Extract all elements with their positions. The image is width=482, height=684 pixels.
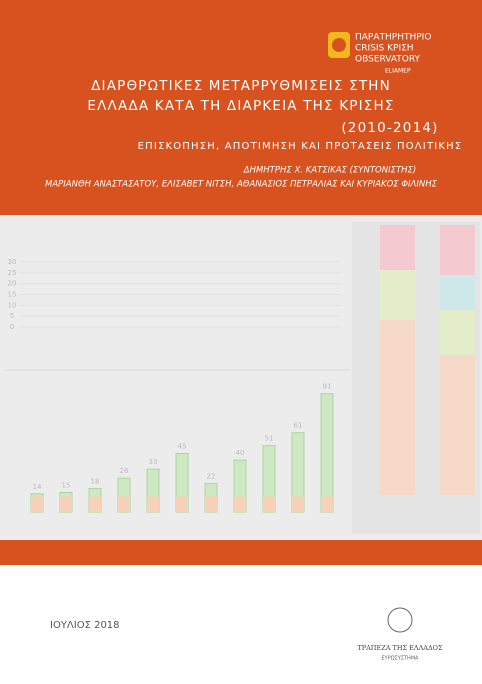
date: ΙΟΥΛΙΟΣ 2018 — [50, 620, 120, 631]
stack-seg — [440, 310, 475, 355]
bank-emblem — [387, 607, 413, 633]
axis-label: 25 — [8, 269, 17, 277]
logo-line: ΠΑΡΑΤΗΡΗΤΗΡΙΟ — [355, 33, 431, 43]
axis-label: 30 — [8, 258, 17, 266]
logo-icon-hole — [332, 38, 346, 52]
logo-line: OBSERVATORY — [355, 55, 421, 65]
bar-total: 91 — [323, 383, 332, 391]
bar-total: 40 — [236, 449, 245, 457]
title-line: (2010-2014) — [341, 120, 438, 136]
bar-total: 26 — [120, 467, 129, 475]
stack-seg — [440, 355, 475, 495]
publisher: ΤΡΑΠΕΖΑ ΤΗΣ ΕΛΛΑΔΟΣ — [357, 644, 443, 652]
title-line: ΔΙΑΡΘΡΩΤΙΚΕΣ ΜΕΤΑΡΡΥΘΜΙΣΕΙΣ ΣΤΗΝ — [91, 78, 391, 94]
stack-seg — [380, 225, 415, 270]
logo-partner: ELIAMEP — [385, 68, 411, 75]
axis-label: 10 — [8, 301, 17, 309]
bar-base — [176, 496, 188, 512]
bar-base — [321, 496, 333, 512]
bar-base — [205, 496, 217, 512]
bar-base — [60, 496, 72, 512]
bar-total: 51 — [265, 435, 274, 443]
publisher-sub: ΕΥΡΩΣΥΣΤΗΜΑ — [382, 656, 420, 662]
axis-label: 5 — [10, 312, 14, 320]
bar-total: 15 — [62, 482, 71, 490]
subtitle: ΕΠΙΣΚΟΠΗΣΗ, ΑΠΟΤΙΜΗΣΗ ΚΑΙ ΠΡΟΤΑΣΕΙΣ ΠΟΛΙ… — [138, 141, 463, 152]
author-line: ΔΗΜΗΤΡΗΣ Χ. ΚΑΤΣΙΚΑΣ (ΣΥΝΤΟΝΙΣΤΗΣ) — [243, 166, 417, 176]
bar — [320, 393, 334, 513]
bar-total: 22 — [207, 472, 216, 480]
title-line: ΕΛΛΑΔΑ ΚΑΤΑ ΤΗ ΔΙΑΡΚΕΙΑ ΤΗΣ ΚΡΙΣΗΣ — [87, 98, 394, 114]
bar-base — [292, 496, 304, 512]
bar-base — [147, 496, 159, 512]
stack-seg — [440, 275, 475, 310]
bar-base — [234, 496, 246, 512]
bar-total: 18 — [91, 478, 100, 486]
bar-total: 45 — [178, 443, 187, 451]
logo: ΠΑΡΑΤΗΡΗΤΗΡΙΟ CRISIS ΚΡΙΣΗ OBSERVATORY E… — [328, 32, 431, 75]
bar-base — [31, 496, 43, 512]
stack-seg — [380, 320, 415, 495]
bar-base — [118, 496, 130, 512]
axis-label: 20 — [8, 280, 17, 288]
bar-base — [89, 496, 101, 512]
bar-total: 33 — [149, 458, 158, 466]
bar-total: 61 — [294, 422, 303, 430]
logo-line: CRISIS ΚΡΙΣΗ — [355, 44, 414, 54]
bar-base — [263, 496, 275, 512]
author-line: ΜΑΡΙΑΝΘΗ ΑΝΑΣΤΑΣΑΤΟΥ, ΕΛΙΣΑΒΕΤ ΝΙΤΣΗ, ΑΘ… — [45, 180, 438, 190]
bar-total: 14 — [33, 483, 42, 491]
axis-label: 15 — [8, 291, 17, 299]
stack-seg — [440, 225, 475, 275]
axis-label: 0 — [10, 323, 14, 331]
stack-seg — [380, 270, 415, 320]
